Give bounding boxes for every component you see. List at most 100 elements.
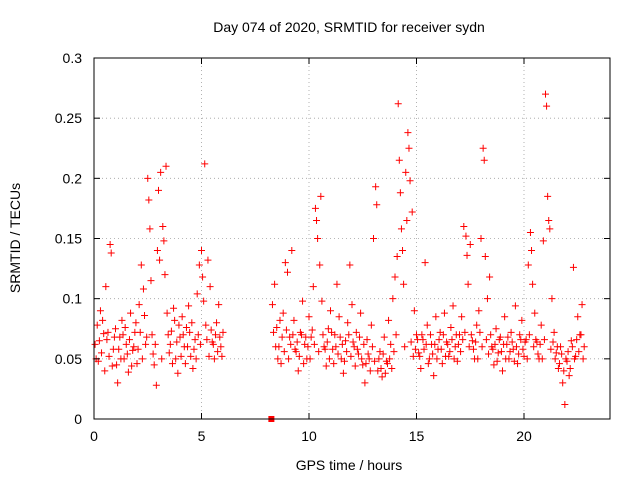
data-point xyxy=(368,343,376,351)
data-point xyxy=(370,235,377,242)
data-point xyxy=(156,256,164,264)
data-point xyxy=(577,331,585,339)
data-point xyxy=(447,324,455,332)
data-point xyxy=(565,372,573,380)
y-tick-label: 0.05 xyxy=(55,351,82,367)
data-point xyxy=(195,261,203,269)
data-point xyxy=(272,343,280,351)
data-point xyxy=(469,345,477,353)
data-point xyxy=(504,333,512,341)
data-point xyxy=(276,316,284,324)
data-point xyxy=(305,313,313,321)
data-point xyxy=(573,336,581,344)
data-point xyxy=(380,333,388,341)
data-point xyxy=(134,345,142,353)
data-point xyxy=(313,216,321,224)
data-point xyxy=(507,328,515,336)
data-point xyxy=(440,309,448,317)
data-point xyxy=(356,333,364,341)
data-point xyxy=(137,261,145,269)
data-point xyxy=(346,261,354,269)
data-point xyxy=(193,290,201,298)
data-point xyxy=(502,355,510,363)
data-point xyxy=(511,302,519,310)
data-point xyxy=(198,247,205,255)
data-point xyxy=(174,369,182,377)
data-point xyxy=(548,295,556,303)
data-point xyxy=(101,367,109,375)
data-point xyxy=(414,336,422,344)
data-point xyxy=(189,364,197,372)
data-point xyxy=(536,340,544,348)
data-point xyxy=(482,336,490,344)
data-point xyxy=(438,360,446,368)
data-point xyxy=(421,259,429,267)
data-point xyxy=(435,336,443,344)
data-point xyxy=(110,333,118,341)
data-point xyxy=(532,336,540,344)
data-point xyxy=(281,259,289,267)
data-point xyxy=(332,343,340,351)
data-point xyxy=(486,273,494,281)
data-point xyxy=(146,225,154,233)
data-point xyxy=(155,186,162,194)
data-point xyxy=(96,307,104,315)
data-point xyxy=(187,352,195,360)
data-point xyxy=(141,312,149,320)
data-point xyxy=(214,348,222,356)
data-point xyxy=(215,301,223,309)
data-point xyxy=(430,372,438,380)
data-point xyxy=(117,355,125,363)
data-point xyxy=(473,321,481,329)
data-point xyxy=(334,350,342,358)
data-point xyxy=(306,355,314,363)
data-point xyxy=(289,331,297,339)
data-point xyxy=(270,328,278,336)
data-point xyxy=(519,345,527,353)
data-point xyxy=(130,343,138,351)
data-point xyxy=(128,362,136,370)
data-point xyxy=(391,273,399,281)
data-point xyxy=(310,340,318,348)
data-point xyxy=(499,367,506,375)
data-point xyxy=(571,355,579,363)
data-point xyxy=(348,301,356,309)
y-tick-label: 0.25 xyxy=(55,110,82,126)
data-point xyxy=(139,285,147,293)
data-point xyxy=(399,247,407,255)
data-point xyxy=(133,360,141,368)
data-point xyxy=(410,307,418,315)
data-point xyxy=(362,360,370,368)
data-point xyxy=(216,333,224,341)
data-point xyxy=(580,343,588,351)
data-point xyxy=(147,277,155,285)
data-point xyxy=(218,352,226,360)
data-point xyxy=(477,235,485,242)
axis-ticks xyxy=(93,57,610,420)
data-point xyxy=(203,336,211,344)
data-point xyxy=(163,309,171,317)
data-point xyxy=(506,348,514,356)
data-point xyxy=(415,349,423,357)
data-point xyxy=(340,357,348,365)
data-point xyxy=(540,336,548,344)
data-point xyxy=(431,340,439,348)
data-point xyxy=(107,249,115,257)
data-point xyxy=(321,345,329,353)
data-point xyxy=(288,247,296,255)
data-point xyxy=(568,343,576,351)
data-point xyxy=(512,343,520,351)
data-point xyxy=(467,331,475,339)
data-point xyxy=(123,350,131,358)
y-tick-label: 0.1 xyxy=(63,291,83,307)
data-point xyxy=(164,331,172,339)
data-point xyxy=(516,331,524,339)
data-point xyxy=(526,228,534,236)
data-point xyxy=(335,313,343,321)
data-point xyxy=(196,340,204,348)
data-point xyxy=(547,345,555,353)
data-point xyxy=(476,328,484,336)
data-point xyxy=(299,297,307,305)
data-point xyxy=(179,331,187,339)
